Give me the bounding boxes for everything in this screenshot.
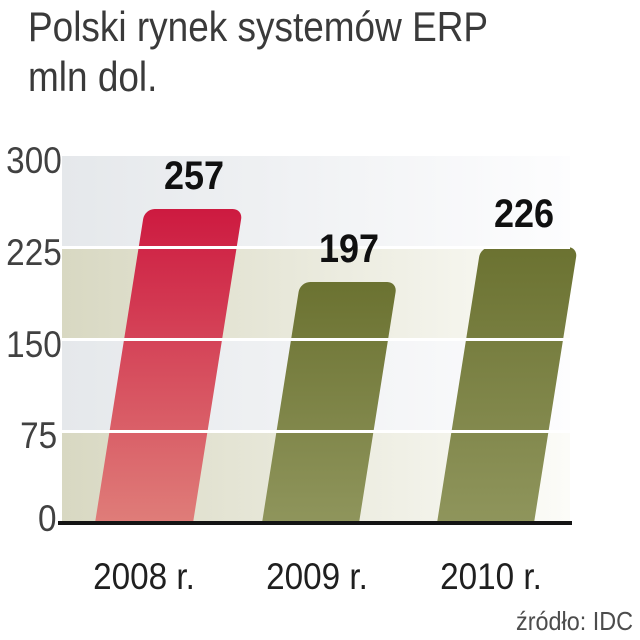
gridline-150 xyxy=(62,338,570,341)
x-axis-label-2010r: 2010 r. xyxy=(440,556,542,597)
value-label-226: 226 xyxy=(493,192,555,236)
y-tick-label-0: 0 xyxy=(38,498,57,539)
y-tick-label-225: 225 xyxy=(6,232,62,273)
x-axis-label-2008r: 2008 r. xyxy=(93,556,195,597)
y-tick-75: 75 xyxy=(0,417,57,454)
gridline-75 xyxy=(62,429,570,433)
y-tick-150: 150 xyxy=(0,326,62,363)
y-tick-label-300: 300 xyxy=(6,140,62,181)
source-label: źródło: IDC xyxy=(515,606,633,636)
x-axis-baseline xyxy=(58,521,572,525)
x-axis-label-2009r: 2009 r. xyxy=(266,556,368,597)
y-tick-300: 300 xyxy=(0,142,62,179)
y-tick-225: 225 xyxy=(0,234,62,271)
gridline-225 xyxy=(62,246,570,250)
y-tick-0: 0 xyxy=(0,500,57,537)
value-label-197: 197 xyxy=(318,227,380,271)
y-tick-label-150: 150 xyxy=(6,324,62,365)
plot-area: 257 197 226 xyxy=(58,154,578,525)
chart-title-line1: Polski rynek systemów ERP xyxy=(28,3,489,50)
chart-title: Polski rynek systemów ERP mln dol. xyxy=(28,2,488,102)
y-tick-label-75: 75 xyxy=(19,415,57,456)
value-label-257: 257 xyxy=(163,154,225,198)
chart-unit-label: mln dol. xyxy=(28,53,158,100)
